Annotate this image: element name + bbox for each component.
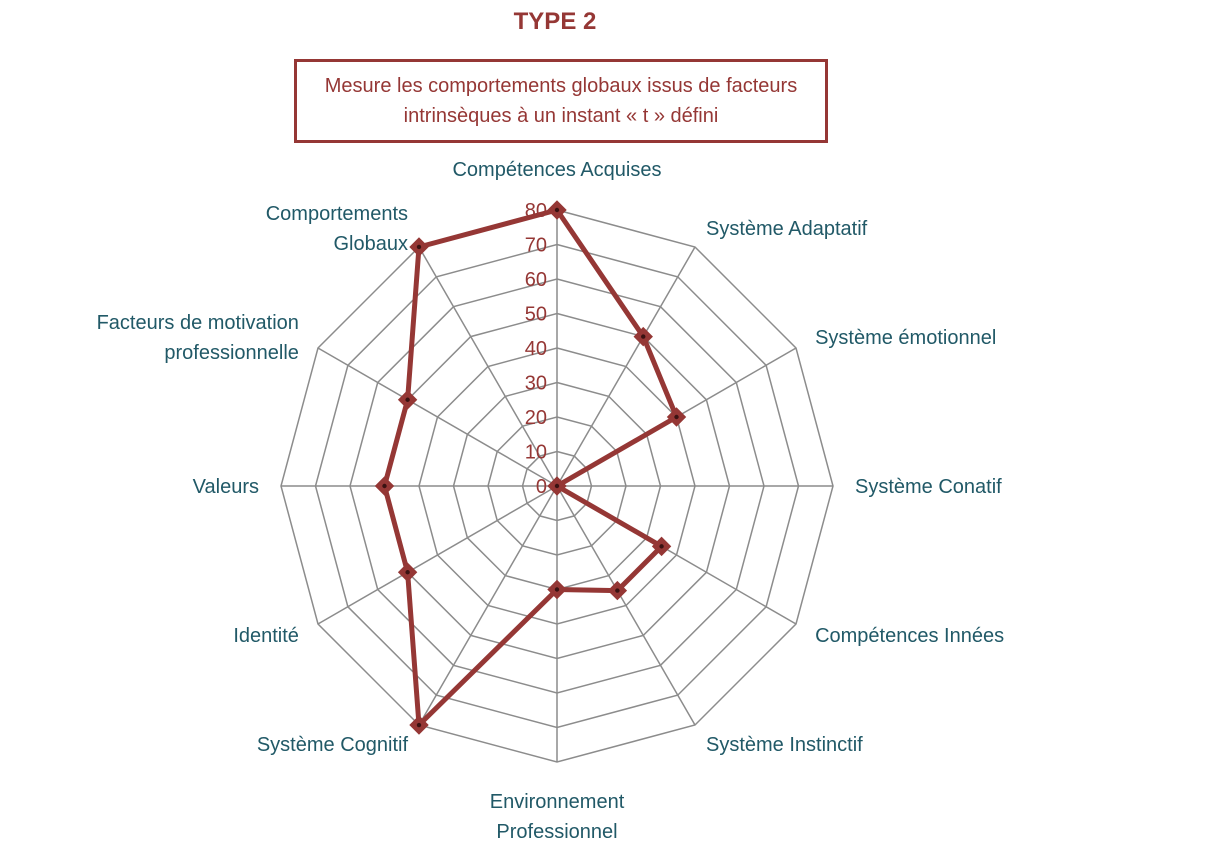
tick-label: 60 — [525, 269, 547, 291]
axis-label: Comportements — [266, 203, 408, 225]
axis-label: professionnelle — [164, 342, 299, 364]
data-point-center — [554, 207, 560, 213]
subtitle-box: Mesure les comportements globaux issus d… — [294, 59, 828, 143]
axis-label: Environnement — [490, 791, 625, 813]
tick-label: 20 — [525, 407, 547, 429]
grid-spoke — [418, 485, 558, 726]
data-point-center — [641, 334, 646, 339]
grid-spoke — [317, 347, 558, 487]
axis-label: Identité — [233, 625, 299, 647]
tick-label: 80 — [525, 200, 547, 222]
data-point-center — [554, 587, 560, 592]
grid-spoke — [418, 246, 558, 487]
data-point-center — [674, 414, 679, 420]
tick-label: 70 — [525, 235, 547, 257]
subtitle-text: Mesure les comportements globaux issus d… — [324, 75, 798, 127]
grid-spoke — [556, 485, 696, 726]
data-point-center — [405, 397, 410, 402]
data-point-center — [382, 483, 387, 489]
data-point-center — [405, 570, 410, 575]
data-point-center — [416, 244, 422, 250]
axis-label: Compétences Innées — [815, 625, 1004, 647]
axis-label: Valeurs — [193, 476, 259, 498]
axis-label: Système émotionnel — [815, 327, 996, 349]
axis-label: Globaux — [334, 233, 409, 255]
grid-spoke — [317, 485, 558, 625]
data-point-center — [659, 544, 664, 549]
tick-label: 40 — [525, 338, 547, 360]
axis-label: Professionnel — [496, 821, 617, 843]
data-point-center — [615, 588, 620, 593]
grid-spoke — [556, 246, 696, 487]
axis-label: Système Adaptatif — [706, 218, 868, 240]
axis-label: Compétences Acquises — [452, 159, 661, 181]
axis-label: Système Cognitif — [257, 734, 409, 756]
axis-label: Système Conatif — [855, 476, 1002, 498]
tick-label: 50 — [525, 304, 547, 326]
tick-label: 0 — [536, 476, 547, 498]
tick-label: 30 — [525, 373, 547, 395]
axis-label: Facteurs de motivation — [97, 312, 299, 334]
data-point-center — [554, 483, 560, 489]
data-point-center — [416, 722, 422, 728]
axis-label: Système Instinctif — [706, 734, 863, 756]
tick-label: 10 — [525, 442, 547, 464]
chart-title: TYPE 2 — [513, 8, 597, 35]
